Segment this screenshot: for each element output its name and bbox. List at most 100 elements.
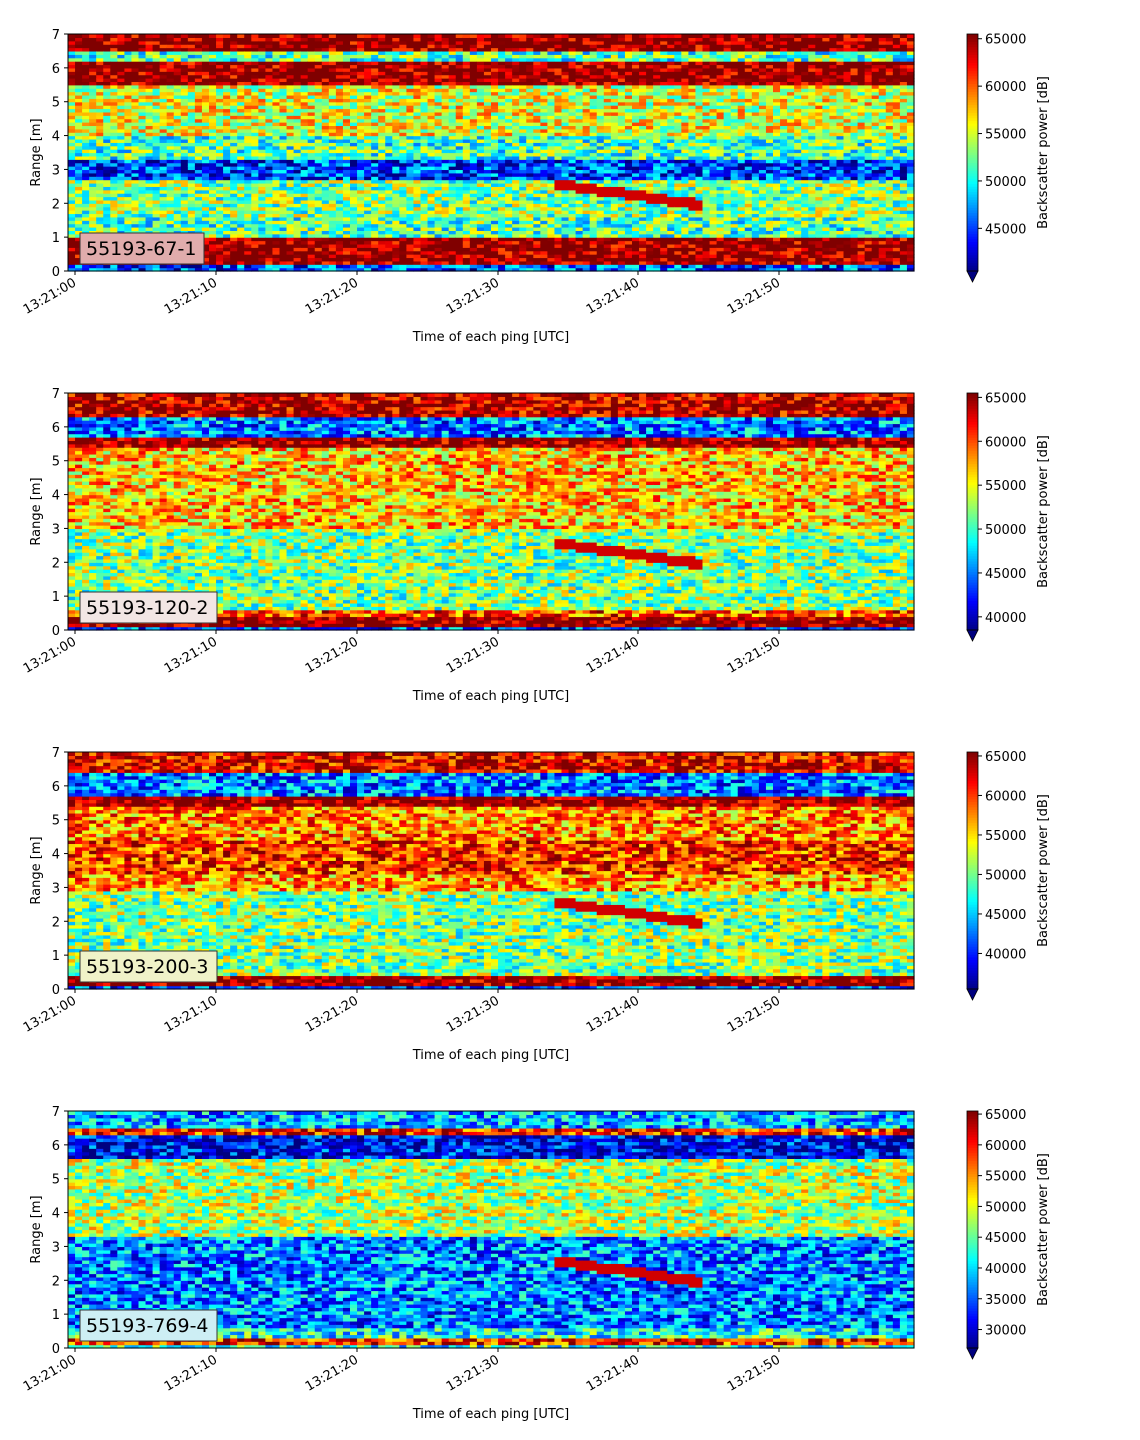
heatmap-cell [110, 220, 118, 225]
heatmap-cell [75, 196, 83, 201]
heatmap-cell [103, 57, 111, 62]
heatmap-cell [68, 132, 76, 137]
heatmap-cell [103, 132, 111, 137]
heatmap-cell [75, 108, 83, 113]
heatmap-cell [75, 135, 83, 140]
heatmap-cell [103, 44, 111, 49]
heatmap-cell [75, 81, 83, 86]
heatmap-cell [159, 34, 168, 38]
heatmap-cell [103, 94, 111, 99]
heatmap-cell [82, 47, 90, 52]
heatmap-cell [68, 193, 76, 198]
heatmap-cell [75, 94, 83, 99]
heatmap-cell [110, 152, 118, 157]
heatmap-cell [68, 125, 76, 130]
heatmap-cell [110, 155, 118, 160]
heatmap-cell [321, 34, 330, 38]
heatmap-cell [68, 172, 76, 177]
heatmap-cell [68, 189, 76, 194]
heatmap-cell [89, 264, 97, 269]
heatmap-cell [96, 122, 104, 127]
heatmap-cell [89, 149, 97, 154]
heatmap-cell [103, 199, 111, 204]
heatmap-cell [75, 67, 83, 72]
heatmap-cell [75, 230, 83, 235]
heatmap-cell [230, 34, 238, 38]
heatmap-cell [96, 115, 104, 120]
heatmap-cell [265, 34, 274, 38]
heatmap-cell [75, 145, 83, 150]
heatmap-cell [89, 166, 97, 171]
heatmap-cell [68, 57, 76, 62]
heatmap-cell [75, 254, 83, 259]
heatmap-cell [82, 203, 90, 208]
heatmap-cell [103, 155, 111, 160]
heatmap-cell [82, 155, 90, 160]
heatmap-cell [82, 145, 90, 150]
heatmap-cell [103, 216, 111, 221]
heatmap-cell [89, 61, 97, 66]
heatmap-cell [110, 135, 118, 140]
heatmap-cell [75, 91, 83, 96]
heatmap-cell [75, 172, 83, 177]
heatmap-cell [75, 193, 83, 198]
heatmap-cell [89, 132, 97, 137]
heatmap-cell [68, 206, 76, 211]
heatmap-cell [68, 61, 76, 66]
heatmap-cell [68, 94, 76, 99]
heatmap-cell [82, 81, 90, 86]
heatmap-cell [110, 179, 118, 184]
heatmap-cell [96, 78, 104, 82]
heatmap-cell [82, 176, 90, 181]
heatmap-cell [96, 162, 104, 167]
heatmap-cell [82, 78, 90, 82]
heatmap-cell [96, 166, 104, 171]
heatmap-cell [448, 34, 457, 38]
heatmap-cell [75, 47, 83, 52]
heatmap-cell [68, 233, 76, 238]
heatmap-cell [96, 230, 104, 235]
heatmap-cell [68, 74, 76, 79]
heatmap-cell [75, 57, 83, 62]
heatmap-cell [462, 34, 471, 38]
heatmap-cell [237, 34, 245, 38]
heatmap-cell [68, 182, 76, 187]
heatmap-cell [82, 61, 90, 66]
heatmap-cell [75, 189, 83, 194]
heatmap-cell [82, 34, 90, 38]
heatmap-cell [251, 34, 259, 38]
heatmap-cell [89, 125, 97, 130]
heatmap-cell [103, 223, 111, 228]
heatmap-cell [103, 88, 111, 93]
heatmap-cell [110, 142, 118, 147]
heatmap-cell [68, 250, 76, 255]
heatmap-cell [110, 226, 118, 231]
heatmap-cell [75, 176, 83, 181]
heatmap-cell [75, 115, 83, 120]
heatmap-cell [103, 264, 111, 269]
heatmap-cell [89, 138, 97, 143]
heatmap-cell [68, 243, 76, 248]
heatmap-cell [117, 34, 125, 38]
heatmap-cell [82, 216, 90, 221]
heatmap-cell [68, 64, 76, 69]
heatmap-cell [75, 142, 83, 147]
heatmap-cell [75, 54, 83, 59]
heatmap-cell [138, 34, 147, 38]
heatmap-cell [561, 34, 570, 38]
heatmap-cell [82, 37, 90, 42]
heatmap-cell [96, 220, 104, 225]
heatmap-cell [89, 108, 97, 113]
heatmap-cell [89, 44, 97, 49]
heatmap-cell [75, 78, 83, 82]
heatmap-cell [75, 223, 83, 228]
heatmap-cell [103, 138, 111, 143]
heatmap-cell [96, 105, 104, 110]
heatmap-cell [103, 179, 111, 184]
heatmap-cell [469, 34, 478, 38]
heatmap-cell [82, 105, 90, 110]
heatmap-cell [68, 237, 76, 242]
heatmap-cell [392, 34, 400, 38]
heatmap-cell [75, 182, 83, 187]
heatmap-cell [82, 44, 90, 49]
